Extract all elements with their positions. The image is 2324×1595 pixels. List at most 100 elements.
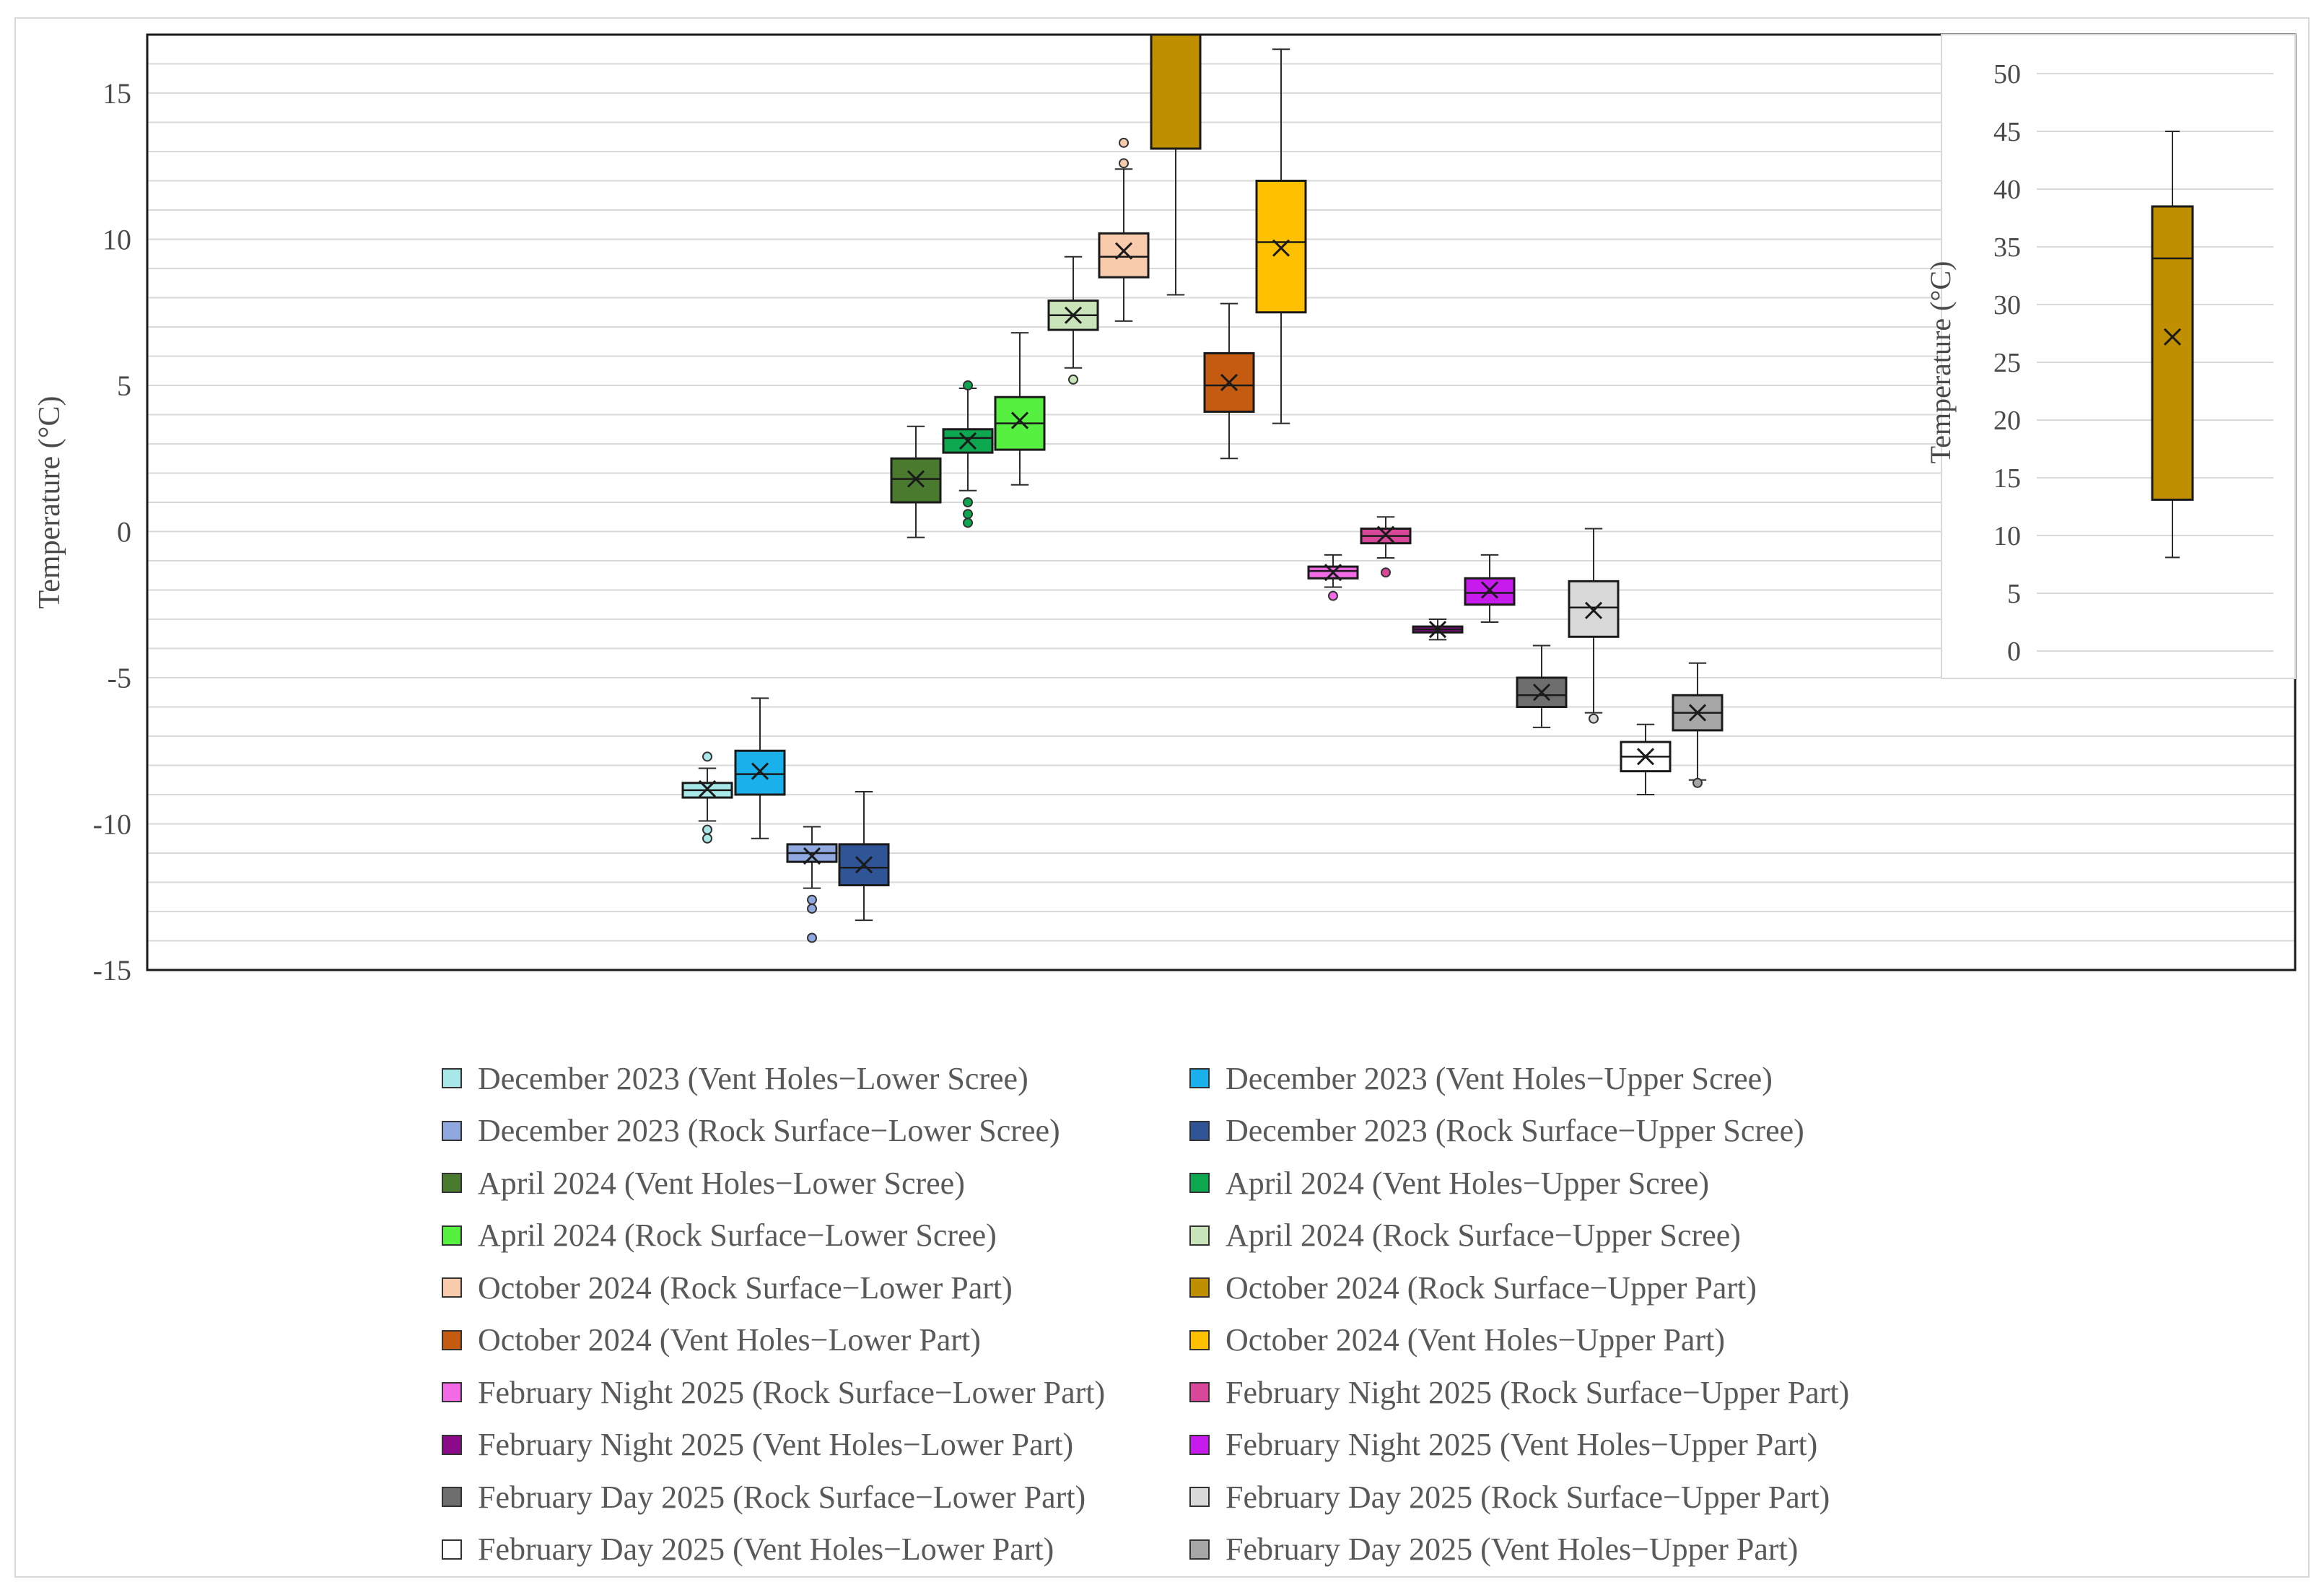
- box-iqr: [838, 843, 890, 887]
- mean-marker: [1636, 748, 1655, 766]
- box-series-14: [1360, 516, 1412, 578]
- legend-item: December 2023 (Rock Surface−Upper Scree): [1189, 1109, 1804, 1153]
- legend-swatch: [442, 1487, 462, 1507]
- box-series-3: [786, 826, 838, 943]
- mean-marker: [803, 847, 821, 865]
- legend-item: October 2024 (Vent Holes−Lower Part): [442, 1319, 981, 1362]
- inset-y-tick-label: 50: [1993, 59, 2021, 89]
- legend-label: February Night 2025 (Rock Surface−Upper …: [1226, 1374, 1850, 1410]
- legend-item: December 2023 (Vent Holes−Upper Scree): [1189, 1057, 1773, 1100]
- legend-label: February Day 2025 (Vent Holes−Upper Part…: [1226, 1531, 1799, 1567]
- box-series-2: [734, 697, 786, 839]
- outlier-point: [1589, 713, 1599, 724]
- legend-label: February Day 2025 (Rock Surface−Lower Pa…: [478, 1479, 1086, 1515]
- legend-label: October 2024 (Vent Holes−Upper Part): [1226, 1322, 1725, 1358]
- legend-swatch: [1189, 1173, 1210, 1193]
- box-series-16: [1464, 554, 1516, 624]
- legend-swatch: [442, 1173, 462, 1193]
- legend-item: February Day 2025 (Rock Surface−Lower Pa…: [442, 1475, 1085, 1518]
- legend-item: April 2024 (Rock Surface−Upper Scree): [1189, 1214, 1741, 1257]
- legend-swatch: [442, 1225, 462, 1246]
- outlier-point: [1119, 137, 1129, 148]
- box-inset-series-1: [2151, 131, 2194, 559]
- y-tick-label: 10: [102, 224, 131, 256]
- legend-item: April 2024 (Rock Surface−Lower Scree): [442, 1214, 997, 1257]
- box-iqr: [2151, 205, 2194, 501]
- legend-swatch: [1189, 1487, 1210, 1507]
- y-tick-label: 0: [117, 516, 131, 549]
- box-series-5: [890, 425, 942, 538]
- box-series-12: [1255, 48, 1307, 424]
- mean-marker: [751, 762, 769, 780]
- outlier-point: [963, 517, 973, 528]
- inset-y-tick-label: 10: [1993, 521, 2021, 551]
- mean-marker: [1220, 373, 1239, 392]
- box-iqr: [1098, 232, 1150, 279]
- outlier-point: [1692, 777, 1703, 788]
- legend-label: December 2023 (Vent Holes−Upper Scree): [1226, 1060, 1773, 1096]
- legend-item: October 2024 (Vent Holes−Upper Part): [1189, 1319, 1725, 1362]
- legend-swatch: [1189, 1434, 1210, 1455]
- outlier-point: [702, 824, 712, 835]
- box-series-13: [1307, 554, 1359, 601]
- mean-marker: [698, 779, 717, 798]
- mean-marker: [2163, 328, 2182, 346]
- inset-y-tick-label: 45: [1993, 117, 2021, 147]
- outlier-point: [1119, 158, 1129, 169]
- legend-swatch: [1189, 1225, 1210, 1246]
- box-series-9: [1098, 137, 1150, 322]
- legend-item: February Night 2025 (Vent Holes−Lower Pa…: [442, 1423, 1073, 1467]
- mean-marker: [1376, 525, 1395, 543]
- outlier-point: [963, 380, 973, 390]
- mean-marker: [1324, 564, 1342, 582]
- legend-swatch: [1189, 1277, 1210, 1298]
- legend-swatch: [1189, 1382, 1210, 1402]
- chart-svg: -15 -10 -5 0 5 10 15 Temperature (°C) 0 5 10 15 20 25…: [33, 33, 2297, 987]
- box-iqr: [1150, 35, 1202, 150]
- legend-item: February Day 2025 (Vent Holes−Lower Part…: [442, 1528, 1054, 1571]
- legend-swatch: [442, 1068, 462, 1088]
- box-iqr: [734, 749, 786, 796]
- legend-label: October 2024 (Vent Holes−Lower Part): [478, 1322, 981, 1358]
- inset-y-tick-label: 35: [1993, 232, 2021, 263]
- inset-y-axis-title: Temperature (°C): [1924, 261, 1957, 464]
- box-series-19: [1620, 723, 1672, 795]
- legend-swatch: [1189, 1068, 1210, 1088]
- legend-label: October 2024 (Rock Surface−Upper Part): [1226, 1270, 1757, 1306]
- legend-label: February Day 2025 (Vent Holes−Lower Part…: [478, 1531, 1054, 1567]
- outlier-point: [807, 903, 817, 914]
- legend-label: October 2024 (Rock Surface−Lower Part): [478, 1270, 1013, 1306]
- legend-swatch: [1189, 1539, 1210, 1560]
- legend-item: April 2024 (Vent Holes−Lower Scree): [442, 1161, 965, 1205]
- legend-item: February Day 2025 (Rock Surface−Upper Pa…: [1189, 1475, 1830, 1518]
- legend-label: February Night 2025 (Vent Holes−Lower Pa…: [478, 1427, 1074, 1462]
- legend-label: April 2024 (Rock Surface−Upper Scree): [1226, 1218, 1741, 1253]
- inset-y-tick-label: 30: [1993, 290, 2021, 320]
- main-chart: -15 -10 -5 0 5 10 15 Temperature (°C): [33, 33, 2297, 987]
- legend-swatch: [442, 1120, 462, 1141]
- outlier-point: [963, 497, 973, 507]
- box-series-1: [681, 751, 733, 844]
- legend-item: February Night 2025 (Rock Surface−Lower …: [442, 1371, 1105, 1414]
- mean-marker: [1532, 683, 1551, 702]
- mean-marker: [958, 432, 977, 450]
- y-axis-title: Temperature (°C): [33, 396, 66, 609]
- legend-item: April 2024 (Vent Holes−Upper Scree): [1189, 1161, 1709, 1205]
- legend-item: October 2024 (Rock Surface−Upper Part): [1189, 1266, 1757, 1309]
- legend-swatch: [442, 1434, 462, 1455]
- mean-marker: [1114, 242, 1133, 260]
- legend-label: April 2024 (Vent Holes−Lower Scree): [478, 1165, 965, 1201]
- mean-marker: [1010, 411, 1029, 429]
- legend-label: April 2024 (Rock Surface−Lower Scree): [478, 1218, 997, 1253]
- box-series-15: [1412, 619, 1464, 641]
- box-series-17: [1516, 644, 1568, 728]
- inset-y-tick-label: 5: [2007, 579, 2021, 609]
- legend-swatch: [442, 1539, 462, 1560]
- y-tick-label: -15: [93, 954, 131, 987]
- y-tick-label: 5: [117, 370, 131, 402]
- inset-panel: [1941, 34, 2296, 679]
- box-series-20: [1672, 662, 1724, 788]
- legend-label: February Day 2025 (Rock Surface−Upper Pa…: [1226, 1479, 1830, 1515]
- outlier-point: [807, 894, 817, 905]
- legend-swatch: [442, 1329, 462, 1350]
